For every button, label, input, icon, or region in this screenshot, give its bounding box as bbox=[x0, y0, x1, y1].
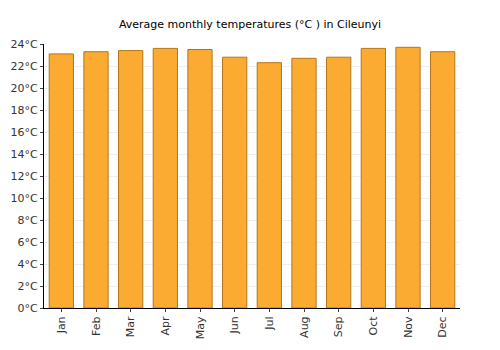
svg-text:22°C: 22°C bbox=[11, 60, 38, 73]
svg-text:4°C: 4°C bbox=[18, 258, 38, 271]
svg-text:Nov: Nov bbox=[402, 316, 415, 338]
svg-text:12°C: 12°C bbox=[11, 170, 38, 183]
svg-text:Jan: Jan bbox=[55, 316, 68, 334]
svg-text:14°C: 14°C bbox=[11, 148, 38, 161]
svg-text:8°C: 8°C bbox=[18, 214, 38, 227]
svg-text:18°C: 18°C bbox=[11, 104, 38, 117]
svg-text:Apr: Apr bbox=[159, 316, 172, 336]
svg-text:10°C: 10°C bbox=[11, 192, 38, 205]
svg-text:0°C: 0°C bbox=[18, 302, 38, 315]
svg-text:Average monthly temperatures (: Average monthly temperatures (°C ) in Ci… bbox=[119, 18, 381, 31]
svg-text:Sep: Sep bbox=[332, 316, 345, 337]
svg-text:24°C: 24°C bbox=[11, 38, 38, 51]
svg-text:Jul: Jul bbox=[263, 316, 276, 330]
svg-text:Dec: Dec bbox=[436, 316, 449, 337]
svg-text:Mar: Mar bbox=[124, 316, 137, 337]
svg-text:20°C: 20°C bbox=[11, 82, 38, 95]
svg-text:2°C: 2°C bbox=[18, 280, 38, 293]
svg-text:May: May bbox=[194, 316, 207, 339]
svg-text:Jun: Jun bbox=[228, 316, 241, 334]
svg-text:6°C: 6°C bbox=[18, 236, 38, 249]
svg-text:Aug: Aug bbox=[298, 316, 311, 337]
svg-text:Feb: Feb bbox=[90, 316, 103, 335]
svg-text:16°C: 16°C bbox=[11, 126, 38, 139]
svg-text:Oct: Oct bbox=[367, 316, 380, 336]
